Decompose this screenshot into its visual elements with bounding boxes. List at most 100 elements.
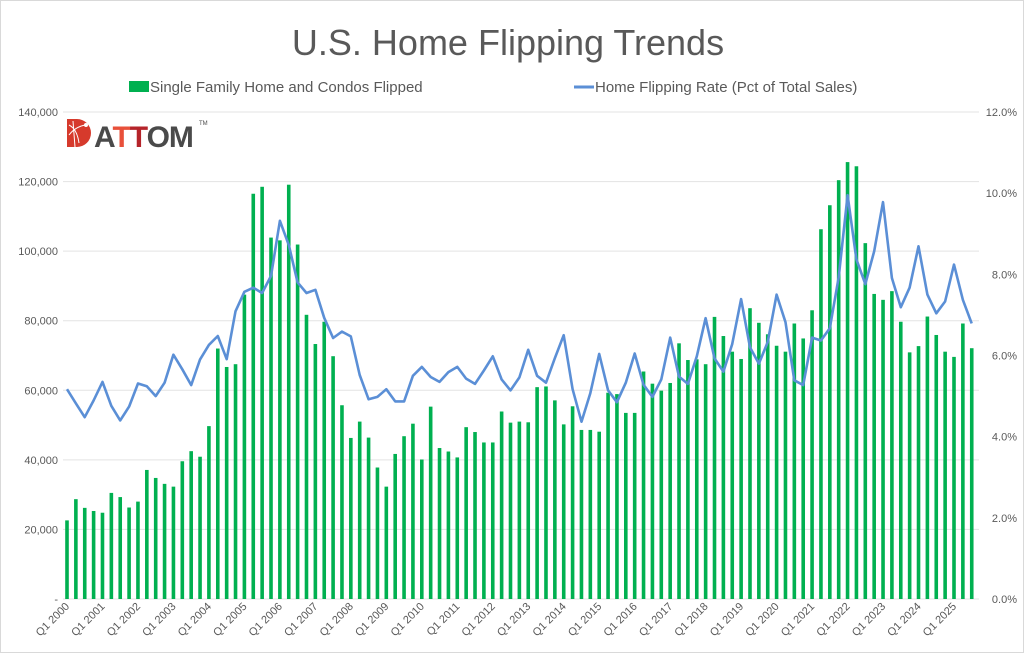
bar: [526, 422, 530, 599]
bar: [500, 412, 504, 599]
bar: [314, 344, 318, 599]
x-tick-label: Q1 2020: [743, 601, 781, 639]
bar: [331, 356, 335, 599]
bar: [163, 484, 167, 599]
bar: [562, 424, 566, 599]
bar: [571, 406, 575, 599]
bar: [438, 448, 442, 599]
bar: [455, 457, 459, 599]
x-tick-label: Q1 2016: [601, 601, 639, 639]
bar: [509, 423, 513, 599]
bar: [926, 317, 930, 599]
bar: [447, 452, 451, 599]
bar: [819, 229, 823, 599]
bar: [172, 487, 176, 599]
bar: [411, 424, 415, 599]
y-right-tick-label: 10.0%: [986, 188, 1017, 200]
bar: [402, 436, 406, 599]
x-tick-label: Q1 2019: [708, 601, 746, 639]
x-tick-label: Q1 2013: [495, 601, 533, 639]
bar: [695, 359, 699, 599]
bar: [322, 322, 326, 599]
bar: [589, 430, 593, 599]
bar: [136, 502, 140, 599]
y-left-tick-label: 120,000: [18, 177, 58, 189]
bar: [145, 470, 149, 599]
bar: [864, 243, 868, 599]
bar: [970, 348, 974, 599]
bar: [810, 310, 814, 599]
y-axis-right: 0.0%2.0%4.0%6.0%8.0%10.0%12.0%: [986, 107, 1017, 606]
bar: [633, 413, 637, 599]
legend: Single Family Home and Condos Flipped Ho…: [129, 79, 857, 96]
bar: [606, 393, 610, 599]
bar: [92, 511, 96, 599]
bar: [597, 432, 601, 599]
bar: [872, 294, 876, 599]
bar: [110, 493, 114, 599]
bar: [269, 238, 273, 599]
legend-swatch-bars: [129, 81, 149, 92]
bar: [385, 487, 389, 599]
bar: [127, 508, 131, 599]
x-tick-label: Q1 2000: [34, 601, 72, 639]
bar: [216, 349, 220, 599]
bar: [358, 422, 362, 599]
y-left-tick-label: 20,000: [24, 524, 58, 536]
y-left-tick-label: 140,000: [18, 107, 58, 119]
x-tick-label: Q1 2014: [531, 601, 569, 639]
bar-series: [65, 162, 973, 599]
bar: [260, 187, 264, 599]
bar: [917, 346, 921, 599]
bar: [642, 372, 646, 599]
bar: [349, 438, 353, 599]
bar: [296, 245, 300, 599]
bar: [491, 442, 495, 599]
bar: [828, 205, 832, 599]
bar: [429, 407, 433, 599]
attom-logo-tm: TM: [199, 121, 208, 127]
bar: [189, 451, 193, 599]
bar: [535, 387, 539, 599]
bar: [118, 497, 122, 599]
bar: [367, 438, 371, 599]
x-tick-label: Q1 2002: [105, 601, 143, 639]
bar: [890, 291, 894, 599]
bar: [668, 383, 672, 599]
x-tick-label: Q1 2010: [389, 601, 427, 639]
bar: [234, 364, 238, 599]
line-series: [67, 195, 972, 422]
bar: [305, 315, 309, 599]
bar: [553, 400, 557, 599]
bar: [615, 394, 619, 599]
x-tick-label: Q1 2005: [211, 601, 249, 639]
attom-logo: ATTOM TM: [67, 119, 208, 154]
y-right-tick-label: 2.0%: [992, 513, 1017, 525]
rate-line: [67, 195, 972, 422]
chart-title: U.S. Home Flipping Trends: [292, 22, 724, 63]
y-right-tick-label: 8.0%: [992, 269, 1017, 281]
x-tick-label: Q1 2025: [921, 601, 959, 639]
x-tick-label: Q1 2003: [140, 601, 178, 639]
bar: [225, 367, 229, 599]
bar: [651, 384, 655, 599]
bar: [340, 405, 344, 599]
x-tick-label: Q1 2023: [850, 601, 888, 639]
y-right-tick-label: 0.0%: [992, 594, 1017, 606]
bar: [961, 323, 965, 599]
bar: [934, 335, 938, 599]
bar: [482, 442, 486, 599]
x-tick-label: Q1 2008: [318, 601, 356, 639]
bar: [74, 499, 78, 599]
x-tick-label: Q1 2017: [637, 601, 675, 639]
bar: [181, 461, 185, 599]
bar: [730, 352, 734, 599]
x-tick-label: Q1 2021: [779, 601, 817, 639]
bar: [393, 454, 397, 599]
x-tick-label: Q1 2011: [425, 601, 463, 639]
y-right-tick-label: 12.0%: [986, 107, 1017, 119]
y-right-tick-label: 6.0%: [992, 351, 1017, 363]
